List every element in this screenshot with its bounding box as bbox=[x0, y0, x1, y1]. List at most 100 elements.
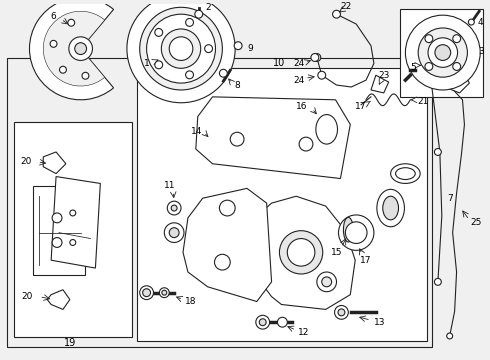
Ellipse shape bbox=[383, 196, 398, 220]
Circle shape bbox=[195, 10, 203, 18]
Polygon shape bbox=[51, 176, 100, 268]
Circle shape bbox=[186, 71, 194, 79]
Polygon shape bbox=[371, 75, 389, 93]
Text: 25: 25 bbox=[470, 218, 482, 227]
Text: 9: 9 bbox=[247, 44, 253, 53]
Circle shape bbox=[338, 309, 345, 316]
Ellipse shape bbox=[343, 217, 353, 242]
Circle shape bbox=[335, 306, 348, 319]
Text: 11: 11 bbox=[164, 181, 175, 190]
Circle shape bbox=[453, 35, 461, 42]
Circle shape bbox=[52, 213, 62, 223]
Polygon shape bbox=[445, 70, 469, 93]
Circle shape bbox=[205, 45, 213, 53]
Circle shape bbox=[169, 228, 179, 238]
Circle shape bbox=[318, 71, 326, 79]
Text: 2: 2 bbox=[206, 3, 211, 12]
Ellipse shape bbox=[395, 168, 415, 180]
Circle shape bbox=[143, 289, 150, 297]
Circle shape bbox=[279, 231, 323, 274]
Circle shape bbox=[162, 290, 167, 295]
Polygon shape bbox=[196, 97, 350, 179]
Text: 23: 23 bbox=[378, 71, 390, 80]
Polygon shape bbox=[47, 290, 70, 309]
Text: 21: 21 bbox=[417, 97, 429, 106]
Text: 17: 17 bbox=[360, 256, 372, 265]
Circle shape bbox=[127, 0, 235, 103]
Circle shape bbox=[68, 19, 74, 26]
Circle shape bbox=[453, 63, 461, 71]
Circle shape bbox=[435, 278, 441, 285]
Text: 22: 22 bbox=[341, 2, 352, 11]
Ellipse shape bbox=[391, 164, 420, 184]
Text: 1: 1 bbox=[144, 59, 149, 68]
Circle shape bbox=[311, 54, 319, 62]
Text: 24: 24 bbox=[294, 76, 305, 85]
Circle shape bbox=[70, 210, 76, 216]
Text: 14: 14 bbox=[191, 127, 202, 136]
Circle shape bbox=[468, 19, 474, 25]
Circle shape bbox=[299, 137, 313, 151]
Text: 20: 20 bbox=[22, 292, 33, 301]
Circle shape bbox=[259, 319, 266, 326]
Text: 4: 4 bbox=[477, 18, 483, 27]
Polygon shape bbox=[183, 188, 271, 302]
Circle shape bbox=[313, 54, 321, 62]
Circle shape bbox=[70, 239, 76, 246]
Circle shape bbox=[147, 14, 216, 83]
Text: 15: 15 bbox=[331, 248, 343, 257]
Text: 24: 24 bbox=[294, 59, 305, 68]
Circle shape bbox=[161, 29, 201, 68]
Circle shape bbox=[447, 333, 453, 339]
Text: 5: 5 bbox=[411, 63, 416, 72]
Text: 16: 16 bbox=[296, 102, 308, 111]
Circle shape bbox=[169, 37, 193, 60]
Polygon shape bbox=[43, 152, 66, 174]
Circle shape bbox=[164, 223, 184, 243]
Circle shape bbox=[75, 43, 87, 54]
Ellipse shape bbox=[316, 114, 338, 144]
Circle shape bbox=[220, 200, 235, 216]
Circle shape bbox=[418, 28, 467, 77]
Bar bbox=[137, 68, 427, 341]
Text: 18: 18 bbox=[185, 297, 196, 306]
Circle shape bbox=[256, 315, 270, 329]
Circle shape bbox=[317, 272, 337, 292]
Circle shape bbox=[425, 35, 433, 42]
Text: 12: 12 bbox=[298, 328, 310, 337]
Circle shape bbox=[155, 61, 163, 69]
Circle shape bbox=[59, 66, 66, 73]
Circle shape bbox=[159, 288, 169, 298]
Circle shape bbox=[167, 201, 181, 215]
Circle shape bbox=[234, 42, 242, 50]
Circle shape bbox=[405, 15, 480, 90]
Circle shape bbox=[345, 222, 367, 243]
Bar bbox=[14, 122, 132, 337]
Circle shape bbox=[186, 18, 194, 26]
Text: 19: 19 bbox=[64, 338, 76, 348]
Bar bbox=[400, 9, 483, 97]
Circle shape bbox=[50, 40, 57, 47]
Circle shape bbox=[82, 72, 89, 79]
Circle shape bbox=[171, 205, 177, 211]
Text: 10: 10 bbox=[273, 58, 286, 68]
Circle shape bbox=[425, 63, 433, 71]
Circle shape bbox=[322, 277, 332, 287]
Text: 8: 8 bbox=[234, 81, 240, 90]
Text: 6: 6 bbox=[50, 12, 56, 21]
Circle shape bbox=[277, 317, 287, 327]
Circle shape bbox=[428, 38, 458, 67]
Text: 20: 20 bbox=[20, 157, 31, 166]
Ellipse shape bbox=[377, 189, 404, 227]
Wedge shape bbox=[29, 0, 114, 100]
Circle shape bbox=[215, 254, 230, 270]
Text: 7: 7 bbox=[447, 194, 453, 203]
Circle shape bbox=[155, 28, 163, 36]
Circle shape bbox=[339, 215, 374, 250]
Circle shape bbox=[220, 69, 227, 77]
Circle shape bbox=[52, 238, 62, 247]
Polygon shape bbox=[33, 186, 85, 275]
Circle shape bbox=[435, 149, 441, 156]
Circle shape bbox=[140, 286, 153, 300]
Bar bbox=[7, 58, 432, 347]
